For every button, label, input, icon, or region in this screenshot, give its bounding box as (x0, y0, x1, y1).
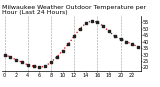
Point (125, 41, 128, 42)
Point (137, 46, 139, 47)
Point (113, 36, 116, 37)
Point (84, 23, 87, 24)
Point (15, 59, 17, 60)
Point (3, 54, 6, 55)
Point (131, 43, 133, 45)
Point (9, 56, 12, 58)
Point (73, 36, 75, 37)
Point (67, 43, 70, 45)
Point (32, 65, 35, 67)
Point (44, 65, 46, 67)
Point (26, 64, 29, 66)
Point (50, 62, 52, 63)
Point (38, 67, 41, 68)
Point (119, 38, 122, 40)
Point (21, 62, 23, 63)
Point (96, 21, 99, 23)
Point (79, 28, 81, 29)
Point (90, 20, 93, 22)
Point (55, 56, 58, 58)
Point (108, 31, 110, 32)
Point (61, 50, 64, 51)
Text: Milwaukee Weather Outdoor Temperature per Hour (Last 24 Hours): Milwaukee Weather Outdoor Temperature pe… (2, 5, 146, 15)
Point (102, 25, 104, 27)
